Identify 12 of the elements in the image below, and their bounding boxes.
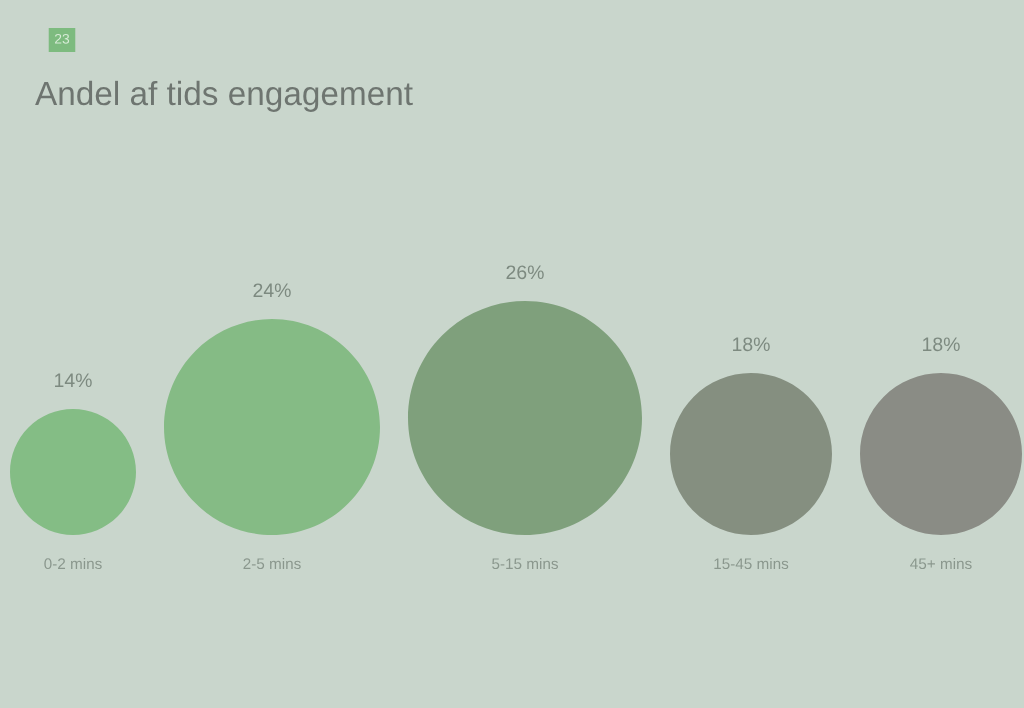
category-label: 0-2 mins [44,557,102,570]
data-label: 24% [253,283,291,298]
category-label: 15-45 mins [714,557,789,570]
data-label: 26% [506,265,544,280]
data-label: 18% [733,337,770,352]
text: Andel af tids engagement [35,80,413,112]
category-label: 2-5 mins [243,557,301,570]
data-label: 18% [923,337,960,352]
text: 23 [54,33,70,44]
data-label: 14% [55,373,92,388]
category-label: 45+ mins [910,557,972,570]
category-label: 5-15 mins [492,557,558,570]
